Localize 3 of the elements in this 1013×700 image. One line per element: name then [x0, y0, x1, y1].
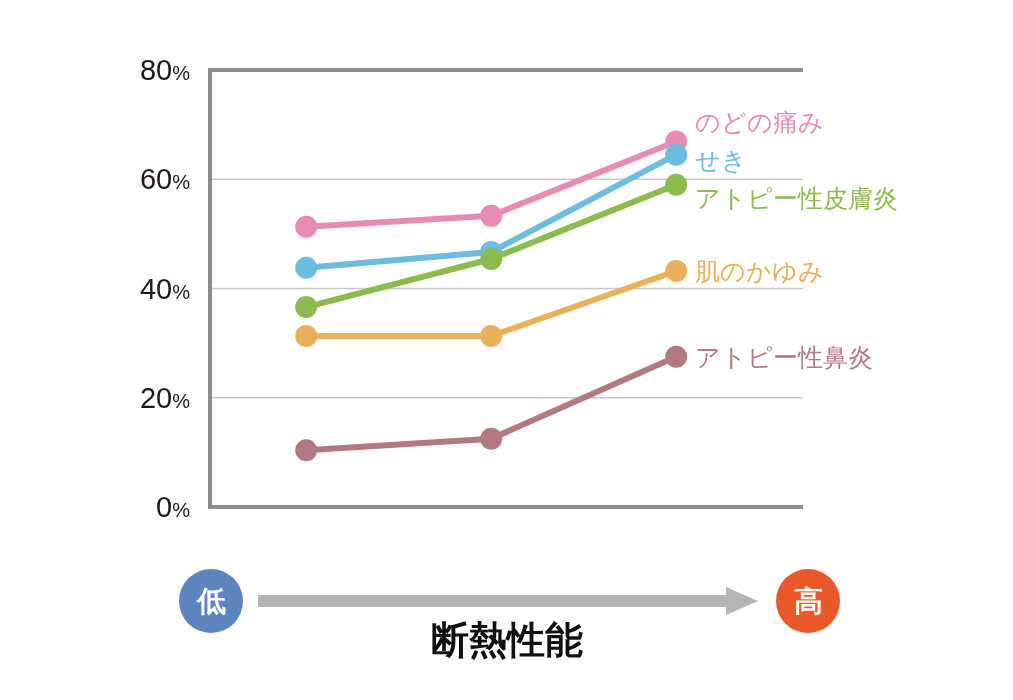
xlabel: 断熱性能 [430, 619, 583, 661]
annotation: 高 [776, 569, 840, 633]
annotation: 低 [179, 569, 243, 633]
